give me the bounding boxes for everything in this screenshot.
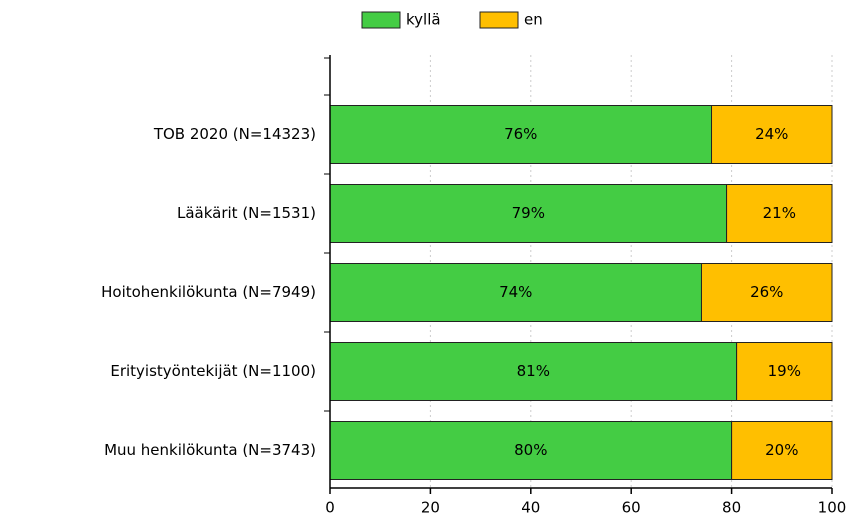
data-label: 76% (504, 125, 537, 143)
data-label: 21% (763, 204, 796, 222)
bar-segment (711, 105, 833, 164)
bar-segment (329, 263, 702, 322)
data-label: 19% (768, 362, 801, 380)
x-tick-label: 60 (622, 499, 641, 517)
y-tick-label: Muu henkilökunta (N=3743) (104, 441, 316, 459)
y-tick-label: TOB 2020 (N=14323) (153, 125, 316, 143)
bar-segment (329, 184, 728, 243)
legend-label: en (524, 11, 543, 29)
bar-segment (731, 421, 833, 480)
bar-segment (700, 263, 833, 322)
data-label: 24% (755, 125, 788, 143)
x-tick-label: 20 (421, 499, 440, 517)
y-tick-label: Erityistyöntekijät (N=1100) (110, 362, 316, 380)
x-tick-label: 40 (521, 499, 540, 517)
bar-segment (329, 342, 738, 401)
x-tick-label: 0 (325, 499, 335, 517)
legend-swatch (361, 11, 401, 29)
legend-swatch (479, 11, 519, 29)
legend-label: kyllä (406, 11, 441, 29)
data-label: 79% (512, 204, 545, 222)
y-tick-label: Hoitohenkilökunta (N=7949) (101, 283, 316, 301)
bar-segment (329, 421, 733, 480)
data-label: 74% (499, 283, 532, 301)
y-tick-label: Lääkärit (N=1531) (177, 204, 316, 222)
data-label: 26% (750, 283, 783, 301)
x-tick-label: 80 (722, 499, 741, 517)
bar-segment (736, 342, 833, 401)
x-tick-label: 100 (818, 499, 847, 517)
data-label: 81% (517, 362, 550, 380)
bar-segment (726, 184, 833, 243)
data-label: 20% (765, 441, 798, 459)
data-label: 80% (514, 441, 547, 459)
